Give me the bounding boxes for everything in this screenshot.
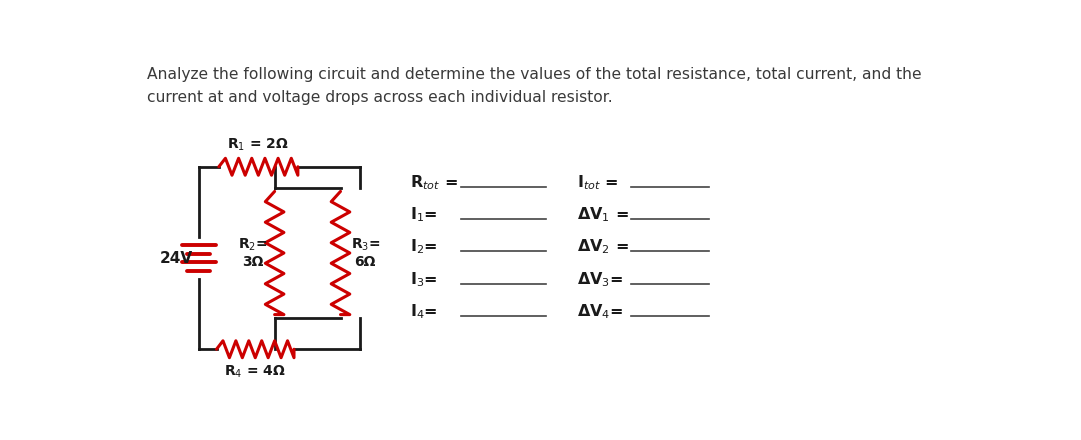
Text: R$_1$ = 2Ω: R$_1$ = 2Ω [227, 136, 290, 153]
Text: I$_1$=: I$_1$= [411, 205, 438, 224]
Text: 24V: 24V [159, 250, 192, 265]
Text: I$_2$=: I$_2$= [411, 238, 438, 256]
Text: I$_3$=: I$_3$= [411, 270, 438, 289]
Text: R$_3$=
6Ω: R$_3$= 6Ω [350, 237, 381, 269]
Text: I$_4$=: I$_4$= [411, 302, 438, 321]
Text: Analyze the following circuit and determine the values of the total resistance, : Analyze the following circuit and determ… [147, 66, 921, 82]
Text: current at and voltage drops across each individual resistor.: current at and voltage drops across each… [147, 90, 612, 105]
Text: ΔV$_3$=: ΔV$_3$= [577, 270, 623, 289]
Text: R$_{tot}$ =: R$_{tot}$ = [411, 173, 458, 191]
Text: R$_4$ = 4Ω: R$_4$ = 4Ω [225, 363, 286, 380]
Text: ΔV$_2$ =: ΔV$_2$ = [577, 238, 629, 256]
Text: I$_{tot}$ =: I$_{tot}$ = [577, 173, 618, 191]
Text: ΔV$_4$=: ΔV$_4$= [577, 302, 623, 321]
Text: ΔV$_1$ =: ΔV$_1$ = [577, 205, 629, 224]
Text: R$_2$=
3Ω: R$_2$= 3Ω [238, 237, 268, 269]
